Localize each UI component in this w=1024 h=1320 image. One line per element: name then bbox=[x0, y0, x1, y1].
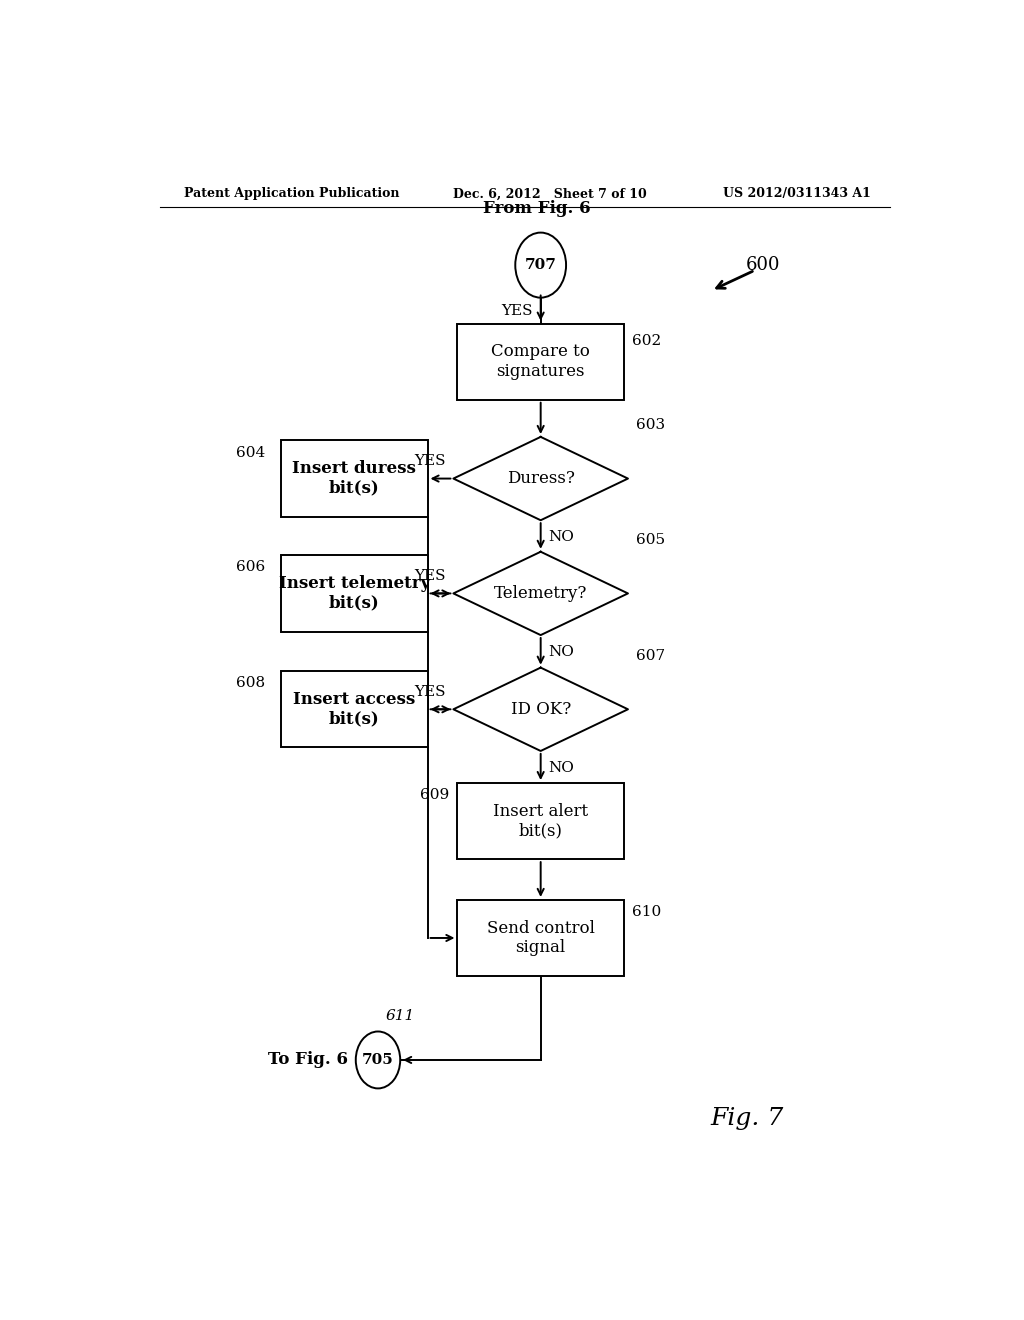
Text: Patent Application Publication: Patent Application Publication bbox=[183, 187, 399, 201]
Text: 607: 607 bbox=[636, 648, 665, 663]
Text: 602: 602 bbox=[632, 334, 662, 347]
Text: US 2012/0311343 A1: US 2012/0311343 A1 bbox=[723, 187, 871, 201]
Text: Telemetry?: Telemetry? bbox=[494, 585, 588, 602]
Text: Insert access
bit(s): Insert access bit(s) bbox=[293, 690, 416, 727]
FancyBboxPatch shape bbox=[458, 323, 624, 400]
Text: Dec. 6, 2012   Sheet 7 of 10: Dec. 6, 2012 Sheet 7 of 10 bbox=[454, 187, 647, 201]
Text: 605: 605 bbox=[636, 533, 665, 546]
Text: Insert telemetry
bit(s): Insert telemetry bit(s) bbox=[279, 576, 430, 611]
Text: YES: YES bbox=[414, 569, 445, 583]
Text: 600: 600 bbox=[745, 256, 780, 275]
Text: Fig. 7: Fig. 7 bbox=[711, 1107, 783, 1130]
Circle shape bbox=[515, 232, 566, 297]
Text: From Fig. 6: From Fig. 6 bbox=[483, 201, 591, 218]
Text: YES: YES bbox=[414, 454, 445, 469]
Text: 608: 608 bbox=[236, 676, 265, 690]
Text: YES: YES bbox=[501, 304, 532, 318]
Text: 705: 705 bbox=[362, 1053, 394, 1067]
Text: 604: 604 bbox=[236, 446, 265, 459]
FancyBboxPatch shape bbox=[281, 441, 428, 516]
Circle shape bbox=[355, 1031, 400, 1089]
Text: Insert duress
bit(s): Insert duress bit(s) bbox=[292, 461, 416, 496]
FancyBboxPatch shape bbox=[458, 900, 624, 975]
Text: 611: 611 bbox=[386, 1010, 415, 1023]
Text: 610: 610 bbox=[632, 906, 662, 919]
Text: ID OK?: ID OK? bbox=[511, 701, 570, 718]
FancyBboxPatch shape bbox=[281, 671, 428, 747]
Text: NO: NO bbox=[549, 645, 574, 659]
Text: 609: 609 bbox=[420, 788, 450, 803]
Text: 603: 603 bbox=[636, 418, 665, 432]
FancyBboxPatch shape bbox=[458, 783, 624, 859]
FancyBboxPatch shape bbox=[281, 556, 428, 631]
Text: Duress?: Duress? bbox=[507, 470, 574, 487]
Text: 606: 606 bbox=[236, 561, 265, 574]
Text: Send control
signal: Send control signal bbox=[486, 920, 595, 956]
Text: To Fig. 6: To Fig. 6 bbox=[268, 1052, 348, 1068]
Text: Insert alert
bit(s): Insert alert bit(s) bbox=[494, 803, 588, 840]
Text: Compare to
signatures: Compare to signatures bbox=[492, 343, 590, 380]
Text: YES: YES bbox=[414, 685, 445, 700]
Text: 707: 707 bbox=[524, 259, 557, 272]
Text: NO: NO bbox=[549, 762, 574, 775]
Text: NO: NO bbox=[549, 531, 574, 544]
